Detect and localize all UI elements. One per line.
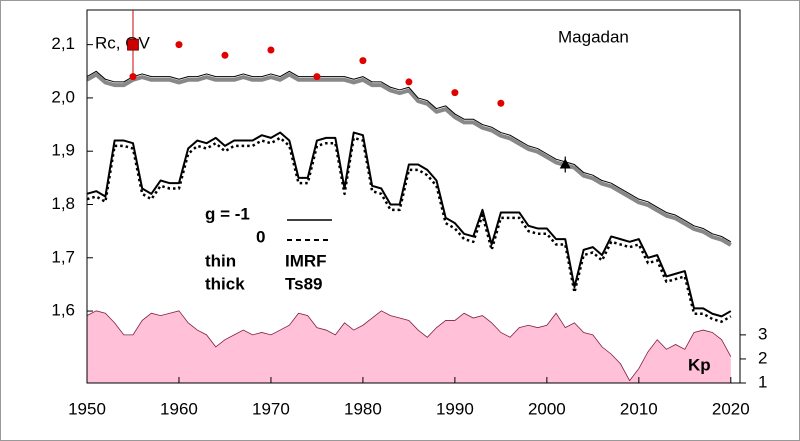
data-point <box>359 57 367 65</box>
station-label: Magadan <box>558 27 629 46</box>
data-point <box>497 99 505 107</box>
legend-thick: thick <box>205 274 245 293</box>
x-tick-label: 2020 <box>712 399 750 418</box>
y-tick-label: 1,8 <box>51 194 75 213</box>
kp-outline <box>87 310 732 382</box>
y-tick-label: 2,0 <box>51 87 75 106</box>
legend-ts89: Ts89 <box>285 274 323 293</box>
y-tick-label: 1,7 <box>51 247 75 266</box>
y-tick-label: 1,6 <box>51 301 75 320</box>
x-tick-label: 1960 <box>160 399 198 418</box>
x-tick-label: 2000 <box>528 399 566 418</box>
data-point-square <box>127 38 139 51</box>
data-line <box>87 131 732 318</box>
data-line <box>87 136 732 323</box>
x-tick-label: 1970 <box>252 399 290 418</box>
y2-tick-label: 1 <box>758 372 767 391</box>
x-tick-label: 2010 <box>620 399 658 418</box>
kp-label: Kp <box>688 355 711 374</box>
kp-area <box>87 310 731 383</box>
data-point <box>451 89 459 97</box>
data-line <box>87 72 732 247</box>
data-point <box>267 46 275 54</box>
data-point <box>405 78 413 86</box>
y-tick-label: 1,9 <box>51 141 75 160</box>
data-line <box>87 70 732 243</box>
y2-tick-label: 2 <box>758 348 767 367</box>
legend-g0: 0 <box>256 227 265 246</box>
data-point <box>129 73 137 81</box>
x-tick-label: 1950 <box>68 399 106 418</box>
legend-thin: thin <box>205 251 236 270</box>
legend-g: g = -1 <box>205 204 250 223</box>
y-axis-label: Rc, GV <box>95 33 150 52</box>
y-tick-label: 2,1 <box>51 34 75 53</box>
plot-frame <box>86 9 741 384</box>
data-point <box>313 73 321 81</box>
data-point <box>221 51 229 59</box>
plot-layer <box>87 70 732 383</box>
x-tick-label: 1990 <box>436 399 474 418</box>
y2-tick-label: 3 <box>758 324 767 343</box>
data-point <box>175 41 183 49</box>
x-tick-label: 1980 <box>344 399 382 418</box>
data-point-triangle <box>559 158 571 169</box>
legend-imrf: IMRF <box>285 251 327 270</box>
